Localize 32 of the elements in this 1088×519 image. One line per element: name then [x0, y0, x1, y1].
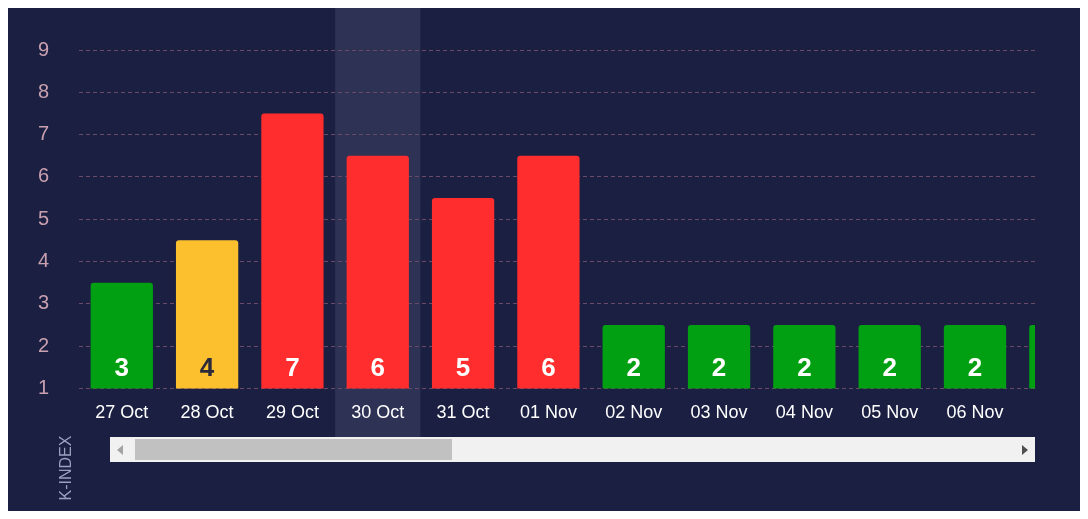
data-label: 4	[199, 351, 215, 382]
x-tick-label: 02 Nov	[605, 402, 663, 423]
data-label: 6	[541, 351, 556, 382]
y-tick-label: 7	[38, 122, 50, 145]
x-tick-label: 30 Oct	[351, 402, 405, 423]
x-tick-label: 01 Nov	[519, 402, 577, 423]
y-tick-label: 6	[38, 164, 50, 187]
x-tick-label: 27 Oct	[95, 402, 149, 423]
y-tick-label: 8	[38, 79, 50, 102]
y-tick-label: 2	[38, 333, 50, 356]
data-label: 2	[797, 351, 812, 382]
data-label: 3	[114, 351, 130, 382]
data-label: 2	[967, 351, 983, 382]
data-label: 2	[626, 351, 641, 382]
x-tick-label: 31 Oct	[436, 402, 490, 423]
x-tick-label: 04 Nov	[775, 402, 833, 423]
x-tick-label: 05 Nov	[861, 402, 919, 423]
y-tick-label: 5	[38, 206, 50, 229]
x-tick-label: 03 Nov	[690, 402, 748, 423]
y-tick-label: 3	[38, 291, 50, 314]
data-label: 5	[455, 351, 471, 382]
y-tick-label: 9	[38, 37, 50, 60]
y-tick-label: 4	[38, 249, 50, 272]
y-tick-label: 1	[38, 375, 50, 398]
x-tick-label: 28 Oct	[180, 402, 234, 423]
data-label: 2	[711, 351, 727, 382]
x-tick-label: 06 Nov	[946, 402, 1004, 423]
data-label: 7	[285, 351, 300, 382]
y-axis-title: K-INDEX	[57, 435, 75, 501]
data-label: 6	[370, 351, 385, 382]
data-label: 2	[882, 351, 897, 382]
x-tick-label: 29 Oct	[265, 402, 319, 423]
